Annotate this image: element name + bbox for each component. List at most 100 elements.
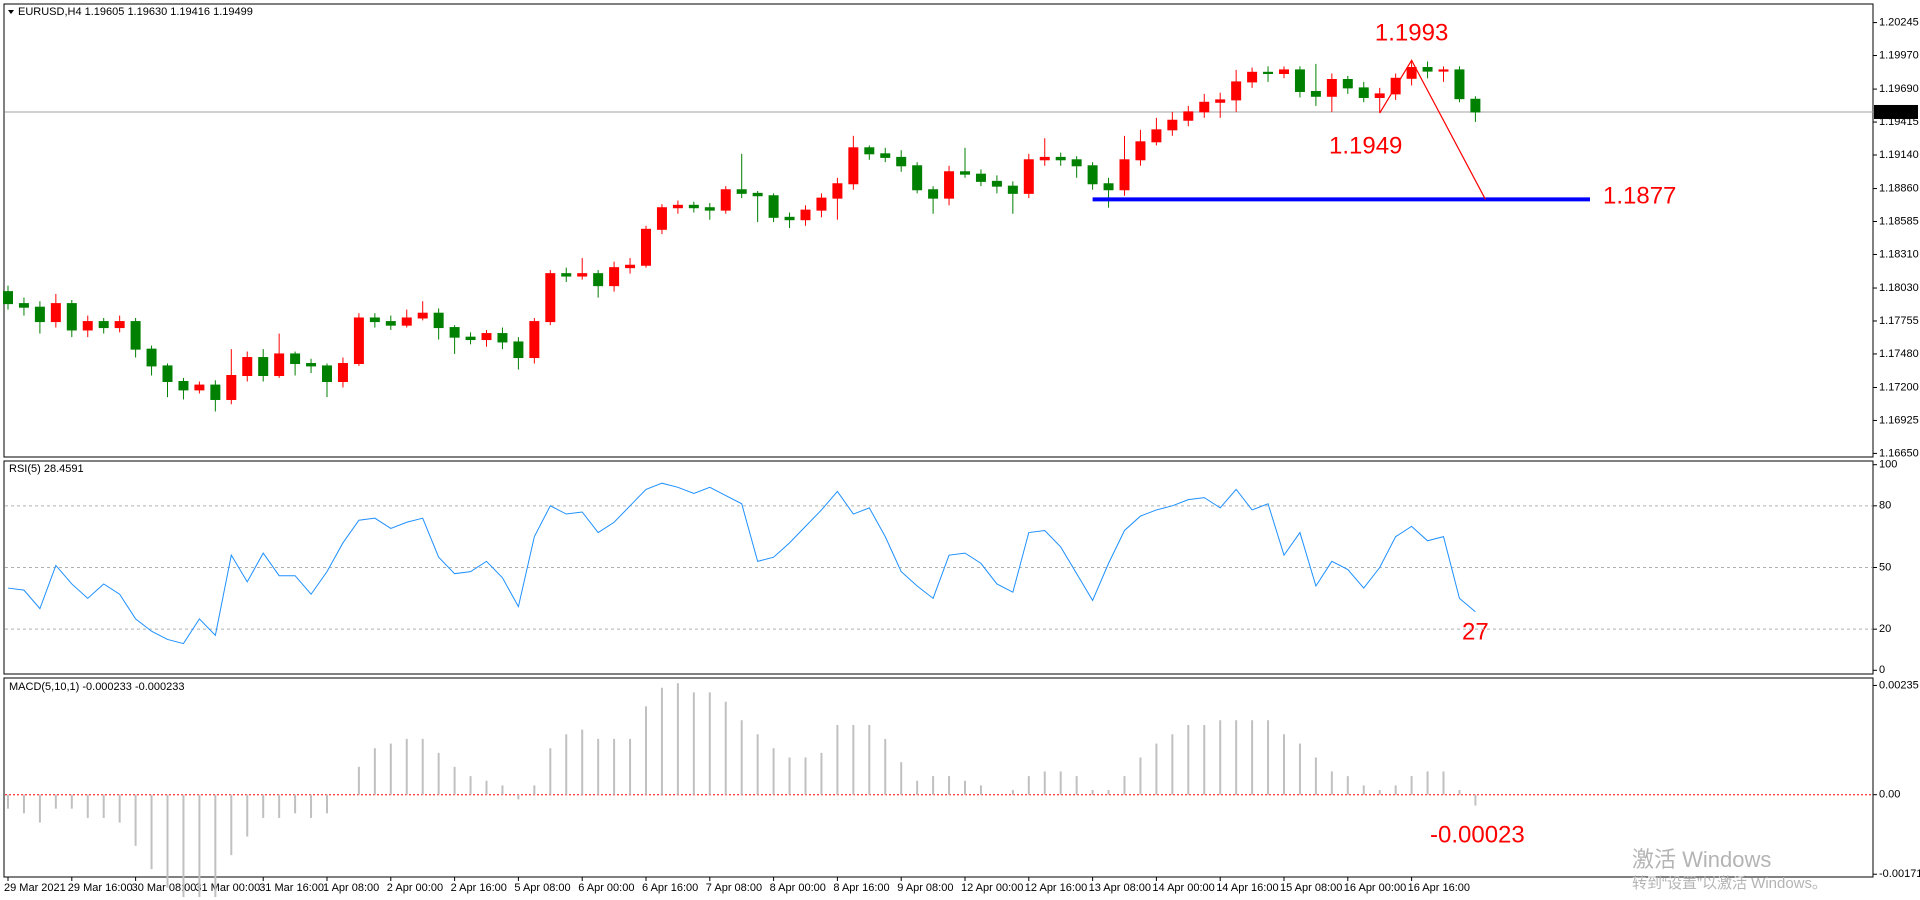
candle-body [816, 197, 827, 211]
candle-body [912, 165, 923, 191]
x-tick-label: 5 Apr 08:00 [514, 882, 570, 894]
candle-body [1422, 67, 1433, 72]
candle-body [481, 333, 492, 341]
y-tick-label: 0.00235 [1879, 679, 1919, 691]
candle-body [34, 306, 45, 323]
candle-body [66, 303, 77, 331]
x-tick-label: 16 Apr 16:00 [1408, 882, 1470, 894]
candle-body [704, 207, 715, 211]
candle-body [433, 312, 444, 329]
candle-body [561, 273, 572, 277]
x-tick-label: 30 Mar 08:00 [132, 882, 197, 894]
candle-body [880, 153, 891, 158]
macd-panel [3, 677, 1874, 878]
candle-body [768, 195, 779, 218]
y-tick-label: 1.16925 [1879, 414, 1919, 426]
y-tick-label: 50 [1879, 561, 1891, 573]
candle-body [1151, 129, 1162, 143]
candle-body [800, 209, 811, 221]
x-tick-label: 15 Apr 08:00 [1280, 882, 1342, 894]
y-tick-label: 1.18030 [1879, 282, 1919, 294]
x-tick-label: 1 Apr 08:00 [323, 882, 379, 894]
y-tick-label: 1.17200 [1879, 381, 1919, 393]
x-tick-label: 9 Apr 08:00 [897, 882, 953, 894]
x-tick-label: 29 Mar 16:00 [68, 882, 133, 894]
y-tick-label: 100 [1879, 459, 1897, 471]
menu-triangle [8, 10, 14, 14]
candle-body [306, 363, 317, 367]
candle-body [146, 348, 157, 367]
candle-body [1263, 71, 1274, 75]
candle-body [1358, 87, 1369, 98]
candle-body [1007, 185, 1018, 194]
candle-body [545, 273, 556, 323]
candle-body [162, 365, 173, 382]
y-tick-label: 1.18310 [1879, 248, 1919, 260]
x-tick-label: 12 Apr 00:00 [961, 882, 1023, 894]
candle-body [896, 156, 907, 167]
y-tick-label: 80 [1879, 500, 1891, 512]
candle-body [274, 353, 285, 377]
x-tick-label: 2 Apr 16:00 [451, 882, 507, 894]
candle-body [1055, 156, 1066, 161]
rsi-panel [3, 460, 1874, 675]
x-tick-label: 7 Apr 08:00 [706, 882, 762, 894]
candle-body [577, 273, 588, 277]
candle-body [1294, 69, 1305, 92]
candle-body [194, 384, 205, 391]
candle-body [975, 173, 986, 182]
bid-box [1874, 104, 1918, 119]
bid-label: 1.19499 [1878, 106, 1918, 118]
candle-body [625, 264, 636, 269]
x-tick-label: 16 Apr 00:00 [1344, 882, 1406, 894]
x-tick-label: 8 Apr 00:00 [770, 882, 826, 894]
chart-header: EURUSD,H4 1.19605 1.19630 1.19416 1.1949… [18, 6, 253, 18]
candle-body [449, 327, 460, 338]
y-tick-label: -0.00171 [1879, 868, 1920, 880]
x-tick-label: 31 Mar 16:00 [259, 882, 324, 894]
x-tick-label: 12 Apr 16:00 [1025, 882, 1087, 894]
x-tick-label: 13 Apr 08:00 [1089, 882, 1151, 894]
candle-body [1135, 141, 1146, 161]
x-tick-label: 2 Apr 00:00 [387, 882, 443, 894]
candle-body [736, 189, 747, 194]
candle-body [848, 147, 859, 185]
y-tick-label: 1.18585 [1879, 215, 1919, 227]
y-tick-label: 1.20245 [1879, 16, 1919, 28]
candle-body [672, 204, 683, 209]
x-tick-label: 6 Apr 16:00 [642, 882, 698, 894]
candle-body [1087, 165, 1098, 185]
candle-body [1279, 69, 1289, 75]
candle-body [1215, 99, 1226, 103]
x-tick-label: 29 Mar 2021 [4, 882, 66, 894]
trough-label: 1.1949 [1329, 132, 1402, 159]
candle-body [960, 171, 970, 175]
candle-body [353, 317, 364, 365]
watermark: 激活 Windows [1632, 847, 1771, 872]
candle-body [609, 267, 620, 287]
y-tick-label: 0.00 [1879, 789, 1900, 801]
arrow [1379, 59, 1486, 200]
candle-body [1183, 111, 1194, 121]
candle-body [529, 321, 540, 359]
candle-body [1247, 71, 1258, 83]
candle-body [928, 189, 939, 199]
candle-body [864, 147, 875, 155]
candle-body [417, 312, 428, 319]
candle-body [1342, 79, 1353, 89]
candle-body [385, 321, 396, 326]
candle-body [401, 317, 412, 326]
candle-body [1023, 159, 1034, 194]
x-tick-label: 14 Apr 16:00 [1216, 882, 1278, 894]
candle-body [226, 375, 237, 400]
candle-body [130, 321, 141, 350]
candle-body [18, 303, 29, 308]
y-tick-label: 1.17480 [1879, 348, 1919, 360]
watermark: 转到“设置”以激活 Windows。 [1632, 875, 1827, 892]
candle-body [258, 357, 269, 377]
candle-body [688, 204, 699, 209]
y-tick-label: 20 [1879, 623, 1891, 635]
candle-body [1470, 98, 1481, 113]
candle-body [720, 189, 731, 211]
candle-body [752, 192, 763, 197]
